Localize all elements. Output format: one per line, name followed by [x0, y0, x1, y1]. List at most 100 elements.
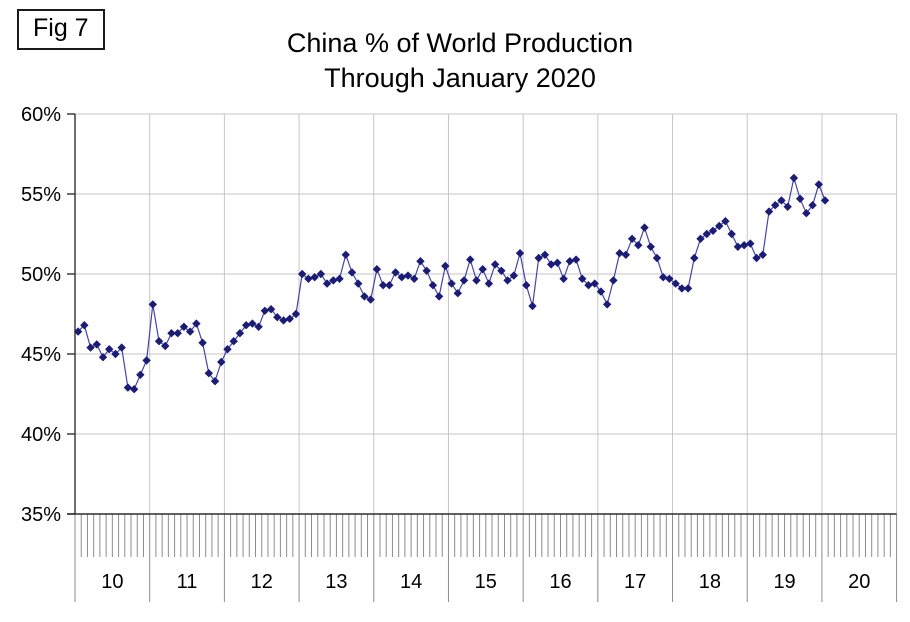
data-point-marker [646, 242, 655, 251]
x-axis-year-label: 20 [848, 571, 870, 593]
data-point-marker [746, 239, 755, 248]
data-point-marker [254, 322, 263, 331]
data-point-marker [627, 234, 637, 243]
data-point-marker [802, 209, 811, 218]
data-point-marker [758, 250, 767, 259]
data-point-marker [777, 196, 786, 205]
data-point-marker [808, 201, 817, 210]
data-point-marker [596, 287, 606, 296]
figure-label-box: Fig 7 [17, 9, 105, 50]
data-point-marker [179, 322, 189, 331]
data-point-marker [677, 284, 687, 293]
data-point-marker [634, 241, 643, 250]
data-point-marker [378, 281, 388, 290]
data-point-marker [708, 226, 718, 235]
data-point-marker [820, 196, 830, 205]
data-point-marker [248, 319, 257, 328]
data-point-marker [142, 356, 151, 365]
data-point-marker [310, 273, 319, 282]
data-point-marker [123, 383, 133, 392]
data-point-marker [416, 257, 425, 266]
data-point-marker [652, 253, 662, 263]
data-point-marker [484, 279, 494, 288]
data-point-marker [117, 343, 126, 352]
data-point-marker [683, 284, 693, 293]
data-point-marker [422, 266, 431, 275]
data-point-marker [347, 268, 357, 277]
data-point-marker [553, 258, 562, 267]
data-point-marker [285, 314, 294, 323]
data-point-marker [329, 276, 338, 285]
data-point-marker [192, 319, 201, 328]
data-point-marker [459, 276, 469, 285]
data-point-marker [497, 266, 506, 275]
data-point-marker [584, 281, 593, 290]
data-point-marker [640, 223, 649, 232]
x-axis-year-label: 10 [101, 571, 123, 593]
data-point-marker [727, 229, 736, 239]
x-axis-year-label: 17 [624, 571, 646, 593]
data-point-marker [397, 273, 406, 282]
data-point-marker [509, 271, 519, 280]
data-point-marker [615, 249, 624, 258]
data-point-marker [304, 274, 313, 283]
data-point-marker [565, 257, 575, 266]
data-point-marker [354, 279, 363, 288]
data-point-marker [410, 274, 419, 283]
data-point-marker [403, 271, 413, 280]
data-point-marker [148, 300, 158, 309]
data-point-marker [528, 301, 537, 311]
data-point-marker [478, 265, 487, 274]
chart-title-line1: China % of World Production [286, 28, 634, 58]
data-point-marker [752, 253, 761, 263]
data-point-marker [546, 260, 556, 269]
data-point-marker [534, 253, 543, 263]
data-point-marker [372, 265, 382, 274]
data-point-marker [453, 289, 462, 298]
data-point-marker [578, 274, 587, 283]
data-point-marker [391, 268, 400, 277]
chart-title-line2: Through January 2020 [324, 62, 596, 93]
data-point-marker [111, 349, 120, 359]
data-point-marker [715, 221, 724, 231]
data-point-marker [447, 279, 456, 288]
data-point-marker [105, 345, 114, 354]
x-axis-year-label: 11 [177, 571, 198, 593]
data-point-marker [316, 269, 326, 279]
data-point-marker [266, 305, 276, 314]
data-point-marker [210, 377, 220, 386]
data-point-marker [702, 229, 711, 239]
data-point-marker [241, 321, 251, 330]
data-point-marker [621, 250, 631, 259]
data-point-marker [229, 337, 238, 346]
x-axis-year-label: 12 [251, 571, 273, 593]
data-point-marker [341, 250, 350, 259]
data-point-marker [198, 338, 207, 347]
y-axis-label: 50% [21, 264, 61, 286]
x-axis-year-label: 19 [773, 571, 795, 593]
data-point-marker [385, 281, 394, 290]
data-point-marker [764, 207, 774, 216]
data-point-marker [733, 242, 743, 251]
data-point-marker [297, 269, 307, 279]
data-point-marker [540, 250, 550, 259]
data-point-marker [80, 321, 89, 330]
data-point-marker [609, 276, 618, 285]
data-point-marker [167, 329, 176, 338]
figure-label: Fig 7 [33, 14, 89, 42]
data-point-marker [273, 313, 282, 322]
data-point-marker [185, 327, 195, 336]
data-point-marker [671, 279, 680, 288]
data-point-marker [428, 281, 438, 290]
data-point-marker [434, 292, 444, 301]
y-axis-label: 60% [21, 104, 61, 126]
data-point-marker [795, 194, 805, 203]
data-point-marker [154, 337, 164, 346]
data-point-marker [322, 279, 332, 288]
data-point-marker [658, 273, 668, 282]
data-point-marker [696, 234, 705, 243]
data-point-marker [559, 274, 568, 283]
data-point-marker [571, 255, 581, 264]
data-point-marker [161, 341, 170, 351]
data-point-marker [73, 327, 83, 336]
